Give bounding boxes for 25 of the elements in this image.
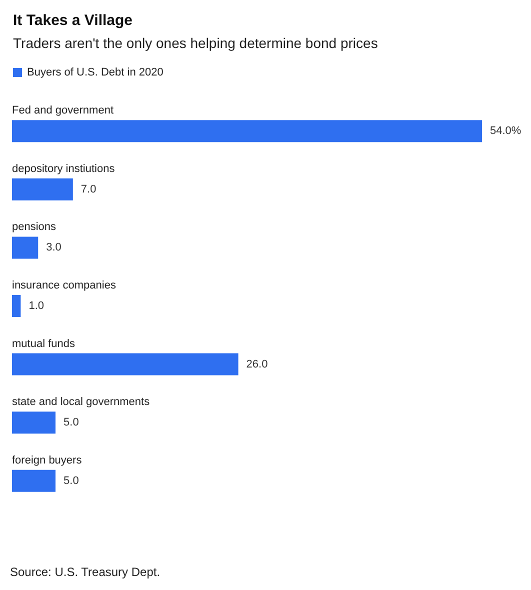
data-label: 1.0 bbox=[28, 300, 44, 312]
data-label: 26.0 bbox=[246, 358, 268, 370]
chart-title: It Takes a Village bbox=[13, 12, 133, 29]
chart-subtitle: Traders aren't the only ones helping determine bond prices bbox=[13, 35, 378, 51]
y-tick-label: foreign buyers bbox=[12, 454, 82, 466]
legend-label: Buyers of U.S. Debt in 2020 bbox=[27, 66, 164, 78]
bar bbox=[12, 353, 238, 376]
data-label: 5.0 bbox=[64, 474, 79, 487]
data-label: 5.0 bbox=[64, 416, 79, 429]
bar bbox=[12, 120, 482, 142]
y-tick-label: depository instiutions bbox=[12, 162, 116, 175]
y-tick-label: state and local governments bbox=[12, 396, 150, 408]
y-tick-label: insurance companies bbox=[12, 280, 116, 292]
y-tick-label: mutual funds bbox=[12, 338, 76, 350]
bar bbox=[12, 470, 56, 492]
y-tick-label: Fed and government bbox=[12, 104, 114, 117]
bar bbox=[12, 178, 73, 200]
data-label: 7.0 bbox=[80, 183, 96, 196]
y-tick-label: pensions bbox=[12, 221, 57, 234]
bar bbox=[12, 412, 56, 434]
bar bbox=[12, 295, 21, 317]
source-note: Source: U.S. Treasury Dept. bbox=[10, 565, 160, 579]
data-label: 54.0% bbox=[490, 125, 522, 138]
bar bbox=[12, 236, 38, 259]
data-label: 3.0 bbox=[46, 242, 62, 254]
